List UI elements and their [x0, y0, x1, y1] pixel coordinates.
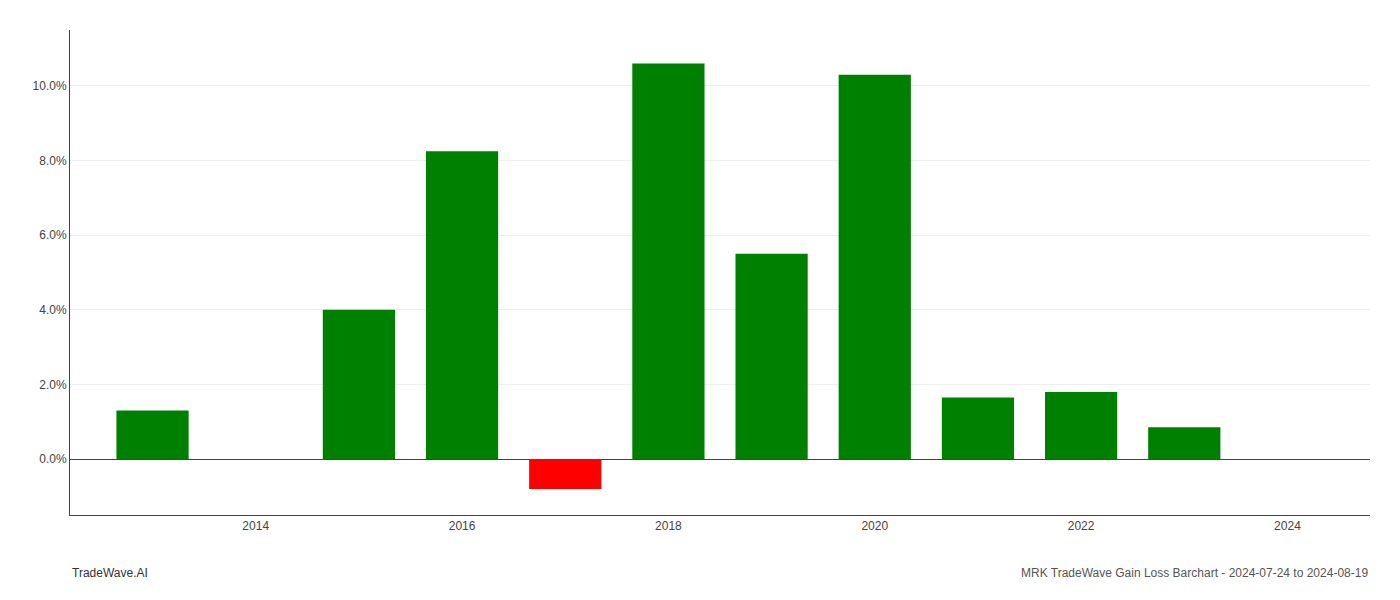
svg-text:2024: 2024 — [1274, 519, 1301, 533]
svg-text:10.0%: 10.0% — [33, 79, 67, 93]
svg-text:2016: 2016 — [449, 519, 476, 533]
svg-text:MRK TradeWave Gain Loss Barcha: MRK TradeWave Gain Loss Barchart - 2024-… — [1021, 566, 1368, 580]
svg-text:8.0%: 8.0% — [39, 154, 67, 168]
svg-text:2.0%: 2.0% — [39, 378, 67, 392]
svg-text:2020: 2020 — [861, 519, 888, 533]
svg-text:2018: 2018 — [655, 519, 682, 533]
svg-text:6.0%: 6.0% — [39, 228, 67, 242]
svg-text:2014: 2014 — [242, 519, 269, 533]
svg-text:4.0%: 4.0% — [39, 303, 67, 317]
svg-text:TradeWave.AI: TradeWave.AI — [72, 566, 148, 580]
svg-text:2022: 2022 — [1068, 519, 1095, 533]
svg-text:0.0%: 0.0% — [39, 452, 67, 466]
